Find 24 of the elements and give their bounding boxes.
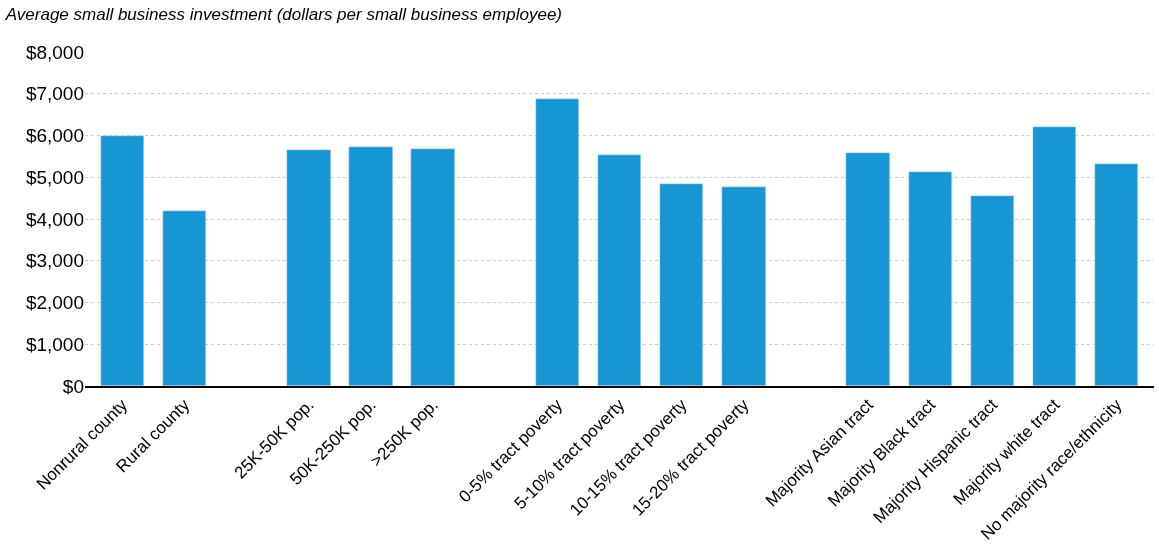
y-tick-label: $1,000 (25, 333, 84, 355)
bar (908, 171, 952, 386)
bar (721, 186, 766, 386)
bar (1032, 126, 1076, 386)
bar (162, 210, 206, 386)
bar (348, 146, 393, 386)
bar (535, 98, 579, 386)
bar (845, 152, 890, 386)
bar (100, 135, 144, 386)
bar (410, 148, 455, 386)
y-tick-label: $8,000 (25, 41, 84, 63)
bar (597, 154, 641, 386)
y-tick-label: $2,000 (25, 292, 84, 314)
bar (970, 195, 1014, 386)
y-tick-label: $7,000 (25, 83, 84, 105)
y-tick-label: $0 (62, 375, 84, 397)
bar (1094, 163, 1138, 386)
y-tick-label: $4,000 (25, 208, 84, 230)
chart-title: Average small business investment (dollars per small business employee) (4, 5, 563, 25)
y-tick-label: $3,000 (25, 250, 84, 272)
y-tick-label: $5,000 (25, 166, 84, 188)
y-tick-label: $6,000 (25, 125, 84, 147)
bar (659, 183, 703, 386)
bar (286, 149, 331, 386)
